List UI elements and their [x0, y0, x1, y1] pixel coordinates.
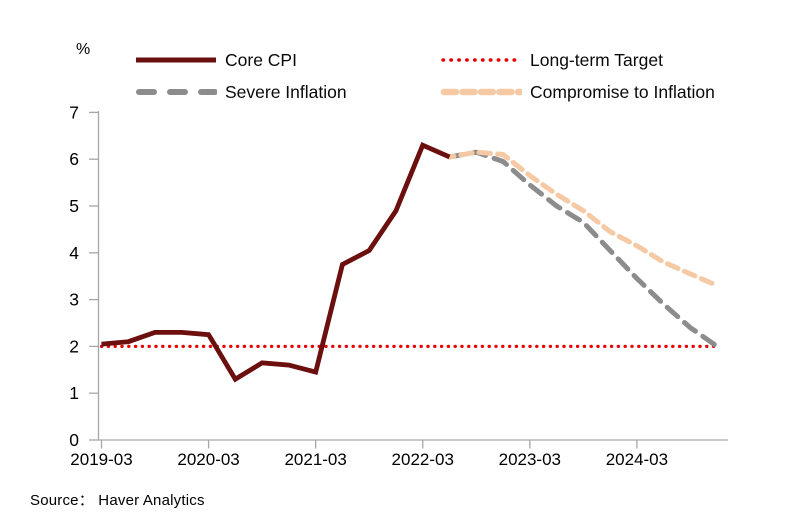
legend-label-severe-inflation: Severe Inflation: [225, 81, 347, 102]
y-tick-label: 4: [69, 243, 79, 263]
y-tick-label: 7: [69, 102, 79, 122]
severe-inflation-line-swatch-icon: [136, 89, 217, 95]
y-tick-label: 1: [69, 383, 79, 403]
legend-label-long-term-target: Long-term Target: [530, 49, 663, 70]
x-tick-label: 2023-03: [499, 450, 561, 469]
legend-item-compromise-to-inflation: Compromise to Inflation: [440, 80, 715, 104]
legend-item-long-term-target: Long-term Target: [440, 48, 663, 72]
compromise-to-inflation-line-swatch-icon: [440, 88, 522, 96]
series-line-compromise-to-inflation: [447, 149, 720, 289]
legend-label-compromise-to-inflation: Compromise to Inflation: [530, 81, 715, 102]
legend-label-core-cpi: Core CPI: [225, 49, 297, 70]
y-tick-label: 2: [69, 336, 79, 356]
source-note: Source： Haver Analytics: [30, 492, 205, 509]
series-line-severe-inflation: [447, 149, 720, 349]
x-tick-label: 2022-03: [392, 450, 454, 469]
long-term-target-line-swatch-icon: [441, 58, 522, 62]
x-tick-label: 2019-03: [70, 450, 132, 469]
y-tick-label: 0: [69, 430, 79, 450]
x-tick-label: 2024-03: [606, 450, 668, 469]
y-tick-label: 6: [69, 149, 79, 169]
y-tick-label: 5: [69, 196, 79, 216]
series-line-core-cpi: [101, 142, 451, 383]
y-axis-unit-label: %: [76, 41, 91, 58]
x-tick-label: 2020-03: [177, 450, 239, 469]
core-cpi-line-swatch-icon: [136, 57, 216, 63]
x-tick-label: 2021-03: [284, 450, 346, 469]
legend-item-severe-inflation: Severe Inflation: [135, 80, 347, 104]
y-tick-label: 3: [69, 290, 79, 310]
legend-item-core-cpi: Core CPI: [135, 48, 297, 72]
